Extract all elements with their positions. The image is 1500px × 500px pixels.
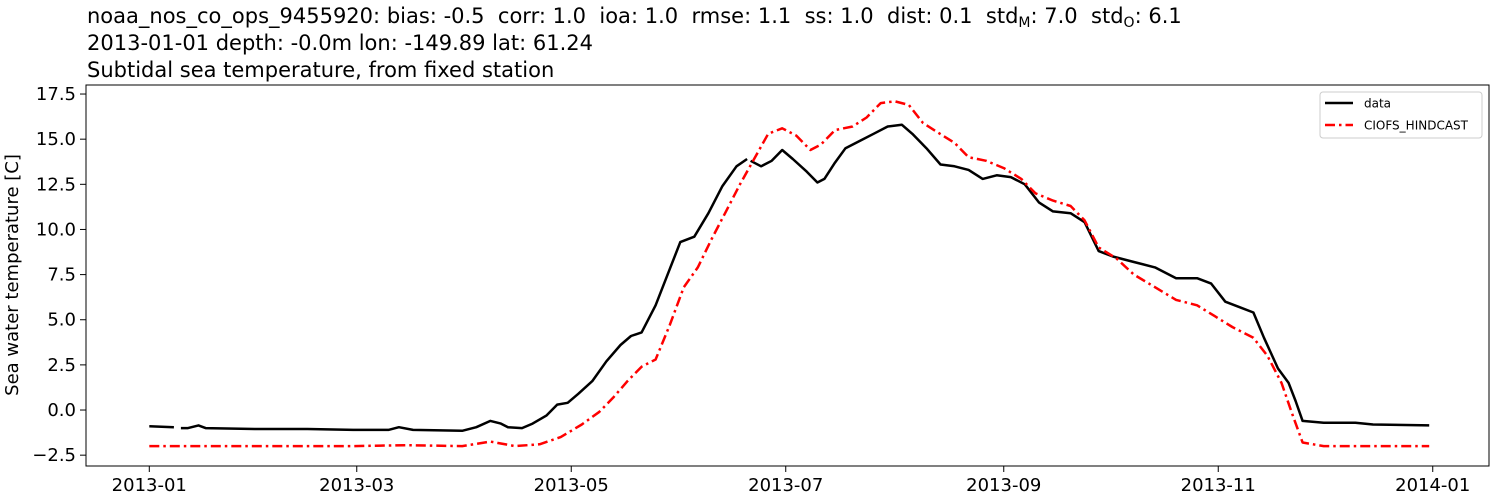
stat-label: corr	[497, 4, 539, 28]
y-tick-label: 7.5	[47, 265, 76, 286]
y-tick-label: 15.0	[36, 129, 76, 150]
stat-item: stdO: 6.1	[1091, 4, 1182, 31]
series-line-data	[180, 157, 748, 433]
stat-subscript: O	[1123, 15, 1135, 31]
y-tick-label: −2.5	[32, 445, 76, 466]
x-tick-label: 2013-03	[319, 475, 394, 496]
series-layer	[149, 100, 1430, 448]
legend: data CIOFS_HINDCAST	[1319, 91, 1483, 139]
stat-value: 1.1	[757, 4, 792, 28]
series-line-data	[750, 123, 1430, 427]
plot-frame	[85, 84, 1490, 467]
x-tick-label: 2013-01	[112, 475, 187, 496]
station-id: noaa_nos_co_ops_9455920	[87, 4, 374, 28]
stat-subscript: M	[1018, 15, 1031, 31]
stat-label: ss	[804, 4, 827, 28]
stat-label: std	[1091, 4, 1124, 28]
legend-label: data	[1364, 97, 1391, 111]
stat-label: dist	[887, 4, 926, 28]
stat-value: 6.1	[1148, 4, 1182, 28]
y-tick-label: 17.5	[36, 84, 76, 105]
y-tick-label: 5.0	[47, 310, 76, 331]
stat-value: 0.1	[939, 4, 973, 28]
legend-label: CIOFS_HINDCAST	[1364, 119, 1469, 133]
stat-item: ioa: 1.0	[599, 4, 679, 28]
title-line-location: 2013-01-01 depth: -0.0m lon: -149.89 lat…	[87, 31, 593, 55]
stat-label: bias	[386, 4, 430, 28]
stat-item: corr: 1.0	[497, 4, 587, 28]
stat-value: 1.0	[840, 4, 874, 28]
x-axis: 2013-01 2013-03 2013-05 2013-07 2013-09 2013-…	[112, 466, 1470, 496]
y-tick-label: 12.5	[36, 174, 76, 195]
stat-item: stdM: 7.0	[985, 4, 1078, 31]
chart-title: noaa_nos_co_ops_9455920: bias: -0.5 corr…	[87, 3, 1182, 84]
x-tick-label: 2013-09	[966, 475, 1041, 496]
stat-label: ioa	[599, 4, 631, 28]
y-tick-label: 2.5	[47, 355, 76, 376]
stat-item: dist: 0.1	[887, 4, 973, 28]
stat-value: -0.5	[443, 4, 485, 28]
stat-value: 1.0	[552, 4, 587, 28]
y-axis-label: Sea water temperature [C]	[2, 154, 23, 396]
x-tick-label: 2014-01	[1395, 475, 1470, 496]
y-axis: −2.5 0.0 2.5 5.0 7.5 10.0 12.5 15.0 17.5	[32, 84, 86, 466]
stat-value: 7.0	[1044, 4, 1078, 28]
stat-label: rmse	[691, 4, 745, 28]
x-tick-label: 2013-11	[1181, 475, 1256, 496]
series-line-model	[149, 100, 1430, 448]
legend-box	[1319, 91, 1483, 139]
x-tick-label: 2013-07	[748, 475, 823, 496]
y-tick-label: 10.0	[36, 219, 76, 240]
title-line-stats: noaa_nos_co_ops_9455920: bias: -0.5 corr…	[87, 4, 1182, 31]
stat-label: std	[985, 4, 1019, 28]
stat-item: bias: -0.5	[386, 4, 485, 28]
y-tick-label: 0.0	[47, 400, 76, 421]
stat-item: ss: 1.0	[804, 4, 874, 28]
stat-item: rmse: 1.1	[691, 4, 792, 28]
stat-value: 1.0	[644, 4, 679, 28]
series-line-data	[149, 425, 174, 429]
title-line-description: Subtidal sea temperature, from fixed sta…	[87, 58, 555, 82]
x-tick-label: 2013-05	[534, 475, 609, 496]
stats-list: bias: -0.5 corr: 1.0 ioa: 1.0 rmse: 1.1 …	[380, 4, 1182, 31]
